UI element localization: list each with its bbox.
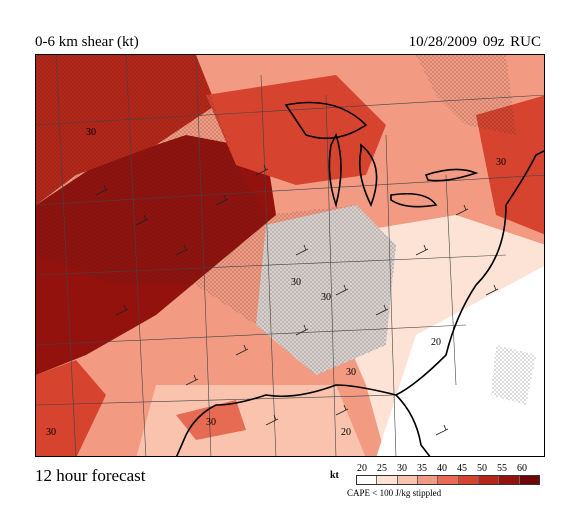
legend-swatch bbox=[478, 476, 500, 484]
contour-label: 30 bbox=[291, 277, 301, 288]
state-borders bbox=[36, 55, 544, 456]
legend-label: 45 bbox=[457, 463, 467, 474]
legend-label: 20 bbox=[357, 463, 367, 474]
contour-label: 20 bbox=[431, 337, 441, 348]
legend-unit: kt bbox=[330, 470, 339, 481]
legend-label: 50 bbox=[477, 463, 487, 474]
legend-swatch bbox=[458, 476, 479, 484]
cape-stipple-atlantic bbox=[491, 345, 536, 405]
contour-label: 30 bbox=[206, 417, 216, 428]
shear-map: 30 30 30 30 30 20 20 30 30 bbox=[35, 54, 545, 457]
contour-label: 30 bbox=[86, 127, 96, 138]
legend-swatch bbox=[519, 476, 539, 484]
legend-label: 40 bbox=[437, 463, 447, 474]
legend-label: 30 bbox=[397, 463, 407, 474]
shear-southwest bbox=[36, 360, 106, 456]
contour-label: 30 bbox=[321, 292, 331, 303]
contour-label: 30 bbox=[496, 157, 506, 168]
chart-title: 0-6 km shear (kt) bbox=[35, 34, 139, 50]
legend-swatch bbox=[397, 476, 418, 484]
contour-label: 30 bbox=[346, 367, 356, 378]
legend-swatch bbox=[438, 476, 459, 484]
contour-label: 20 bbox=[341, 427, 351, 438]
legend-labels: 20 25 30 35 40 45 50 55 60 bbox=[357, 463, 542, 475]
cape-stipple-main bbox=[36, 55, 396, 375]
legend-label: 25 bbox=[377, 463, 387, 474]
map-canvas: 30 30 30 30 30 20 20 30 30 bbox=[36, 55, 544, 456]
color-legend bbox=[356, 475, 540, 485]
wind-barbs bbox=[95, 164, 499, 436]
cape-stipple-northeast bbox=[416, 55, 516, 135]
shear-texas-coast bbox=[176, 400, 246, 440]
legend-label: 60 bbox=[517, 463, 527, 474]
shear-gulf-region bbox=[136, 385, 366, 456]
legend-swatch bbox=[357, 476, 378, 484]
model-run-label: 10/28/2009 09z RUC bbox=[408, 34, 541, 50]
coastline bbox=[175, 101, 544, 456]
legend-swatch bbox=[417, 476, 439, 484]
legend-label: 35 bbox=[417, 463, 427, 474]
contour-label: 30 bbox=[46, 427, 56, 438]
legend-label: 55 bbox=[497, 463, 507, 474]
legend-swatch bbox=[377, 476, 398, 484]
forecast-label: 12 hour forecast bbox=[35, 466, 146, 485]
stipple-note: CAPE < 100 J/kg stippled bbox=[347, 488, 442, 498]
shear-weak-atlantic bbox=[376, 266, 544, 456]
legend-swatch bbox=[499, 476, 520, 484]
